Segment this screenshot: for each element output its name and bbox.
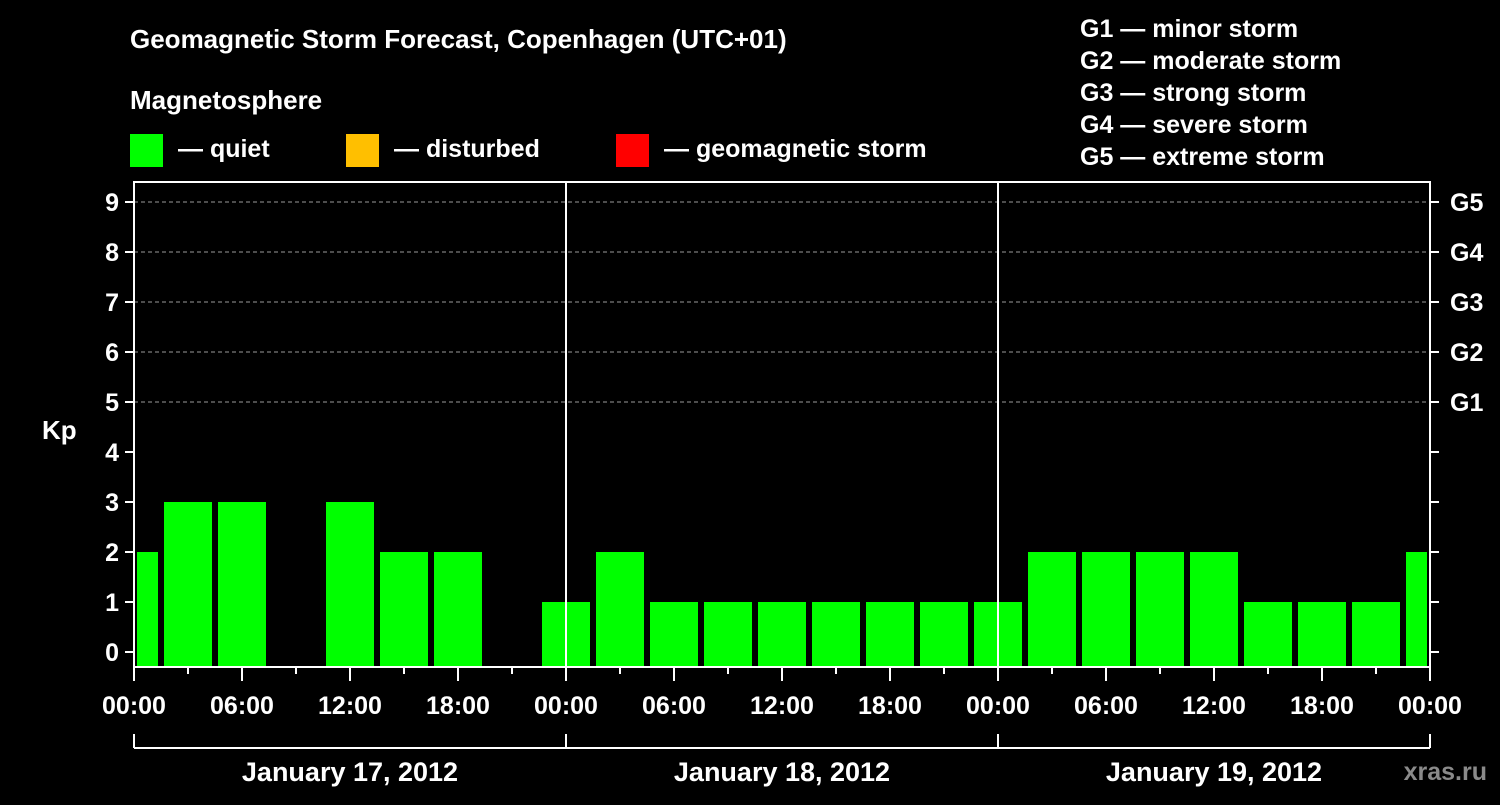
x-tick-label-6: 12:00 bbox=[750, 692, 814, 720]
x-tick-label-7: 18:00 bbox=[858, 692, 922, 720]
g-level-label-2: G3 bbox=[1450, 289, 1483, 317]
bar-23 bbox=[1352, 602, 1400, 667]
y-tick-label-7: 7 bbox=[105, 289, 119, 317]
g-level-label-1: G2 bbox=[1450, 339, 1483, 367]
axes: 0 1 2 3 4 5 6 7 8 9 G1 G2 G3 G4 G5 00:00 06:00 12:00 18:00… bbox=[102, 181, 1483, 787]
bar-17 bbox=[1028, 552, 1076, 667]
x-tick-label-11: 18:00 bbox=[1290, 692, 1354, 720]
grid-lines bbox=[134, 201, 1430, 403]
legend-label-2: — geomagnetic storm bbox=[664, 135, 927, 163]
storm-level-label-1: G2 — moderate storm bbox=[1080, 47, 1341, 75]
y-tick-label-4: 4 bbox=[105, 439, 119, 467]
y-tick-label-5: 5 bbox=[105, 389, 119, 417]
legend-swatch-1 bbox=[346, 134, 379, 167]
bar-2 bbox=[218, 502, 266, 667]
g-level-label-4: G5 bbox=[1450, 189, 1483, 217]
bar-6 bbox=[434, 552, 482, 667]
bars bbox=[137, 502, 1427, 667]
legend-label-1: — disturbed bbox=[394, 135, 540, 163]
chart-title: Geomagnetic Storm Forecast, Copenhagen (… bbox=[130, 24, 787, 54]
g-level-label-0: G1 bbox=[1450, 389, 1483, 417]
bar-18 bbox=[1082, 552, 1130, 667]
bar-5 bbox=[380, 552, 428, 667]
y-tick-label-1: 1 bbox=[105, 589, 119, 617]
y-tick-label-0: 0 bbox=[105, 639, 119, 667]
bar-19 bbox=[1136, 552, 1184, 667]
bar-13 bbox=[812, 602, 860, 667]
bar-1 bbox=[164, 502, 212, 667]
bar-14 bbox=[866, 602, 914, 667]
day-label-2: January 19, 2012 bbox=[1106, 757, 1322, 787]
y-tick-label-2: 2 bbox=[105, 539, 119, 567]
bar-12 bbox=[758, 602, 806, 667]
bar-10 bbox=[650, 602, 698, 667]
x-tick-label-1: 06:00 bbox=[210, 692, 274, 720]
g-level-label-3: G4 bbox=[1450, 239, 1483, 267]
y-tick-label-6: 6 bbox=[105, 339, 119, 367]
bar-22 bbox=[1298, 602, 1346, 667]
bar-24 bbox=[1406, 552, 1427, 667]
bar-21 bbox=[1244, 602, 1292, 667]
bar-4 bbox=[326, 502, 374, 667]
legend-swatch-0 bbox=[130, 134, 163, 167]
x-tick-label-0: 00:00 bbox=[102, 692, 166, 720]
x-tick-label-5: 06:00 bbox=[642, 692, 706, 720]
x-tick-label-2: 12:00 bbox=[318, 692, 382, 720]
legend-swatch-2 bbox=[616, 134, 649, 167]
storm-level-label-2: G3 — strong storm bbox=[1080, 79, 1306, 107]
y-tick-label-8: 8 bbox=[105, 239, 119, 267]
storm-level-legend: G1 — minor storm G2 — moderate storm G3 — … bbox=[1080, 15, 1341, 171]
legend-label-0: — quiet bbox=[178, 135, 270, 163]
bar-20 bbox=[1190, 552, 1238, 667]
x-tick-label-3: 18:00 bbox=[426, 692, 490, 720]
y-tick-label-3: 3 bbox=[105, 489, 119, 517]
bar-9 bbox=[596, 552, 644, 667]
x-tick-label-10: 12:00 bbox=[1182, 692, 1246, 720]
x-tick-label-12: 00:00 bbox=[1398, 692, 1462, 720]
storm-level-label-4: G5 — extreme storm bbox=[1080, 143, 1325, 171]
y-tick-label-9: 9 bbox=[105, 189, 119, 217]
day-label-0: January 17, 2012 bbox=[242, 757, 458, 787]
day-label-1: January 18, 2012 bbox=[674, 757, 890, 787]
y-axis-label: Kp bbox=[42, 415, 77, 445]
storm-level-label-0: G1 — minor storm bbox=[1080, 15, 1298, 43]
legend-title: Magnetosphere bbox=[130, 85, 322, 115]
bar-15 bbox=[920, 602, 968, 667]
x-tick-label-8: 00:00 bbox=[966, 692, 1030, 720]
credit: xras.ru bbox=[1404, 758, 1487, 786]
x-tick-label-4: 00:00 bbox=[534, 692, 598, 720]
storm-level-label-3: G4 — severe storm bbox=[1080, 111, 1308, 139]
bar-11 bbox=[704, 602, 752, 667]
magnetosphere-legend: — quiet — disturbed — geomagnetic storm bbox=[130, 134, 927, 167]
x-tick-label-9: 06:00 bbox=[1074, 692, 1138, 720]
bar-0 bbox=[137, 552, 158, 667]
